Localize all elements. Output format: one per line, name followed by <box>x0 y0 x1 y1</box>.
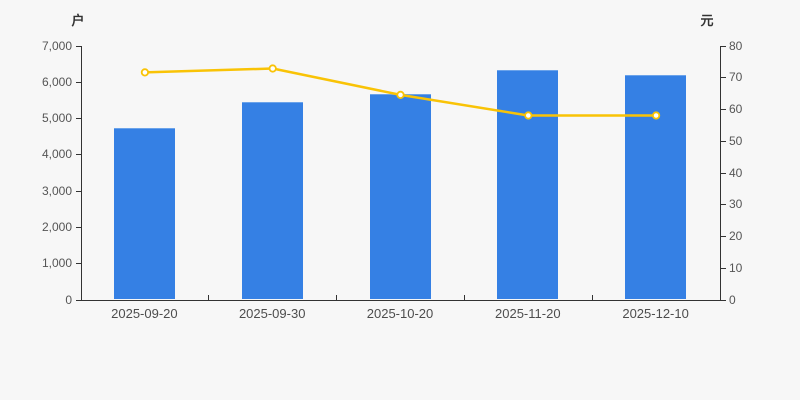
left-axis-tick <box>75 81 81 83</box>
left-axis-tick <box>75 45 81 47</box>
left-axis-tick-label: 1,000 <box>41 256 72 271</box>
right-axis-tick-label: 30 <box>729 197 743 212</box>
right-axis-tick <box>720 299 726 301</box>
right-axis-tick <box>720 204 726 206</box>
bar-2025-09-20[interactable] <box>113 128 175 300</box>
right-axis-tick <box>720 109 726 110</box>
left-axis-name: 户 <box>71 13 85 28</box>
right-axis-tick <box>720 236 726 237</box>
left-axis-tick <box>75 190 81 192</box>
left-axis-tick <box>75 226 81 228</box>
left-axis-tick-label: 4,000 <box>41 147 72 162</box>
right-axis-tick-label: 60 <box>729 102 743 116</box>
left-axis-tick-label: 3,000 <box>41 183 72 198</box>
left-axis-tick <box>75 263 81 265</box>
left-axis-tick <box>75 154 81 156</box>
left-axis-tick <box>75 118 81 120</box>
bar-2025-10-20[interactable] <box>369 94 431 300</box>
right-axis-tick-label: 70 <box>729 70 743 85</box>
x-axis-category-label: 2025-09-20 <box>111 306 178 321</box>
line-point-2025-10-20[interactable] <box>395 90 405 99</box>
right-axis-line <box>719 45 721 300</box>
left-axis-tick-label: 6,000 <box>41 74 72 89</box>
x-axis-line <box>80 299 721 301</box>
x-axis-tick <box>336 294 338 300</box>
left-axis-tick-label: 2,000 <box>41 219 72 234</box>
right-axis-tick-label: 20 <box>729 229 743 243</box>
x-axis-tick <box>208 294 210 300</box>
bar-2025-11-20[interactable] <box>497 69 559 300</box>
line-point-2025-09-30[interactable] <box>268 63 277 73</box>
line-point-2025-09-20[interactable] <box>140 67 149 76</box>
right-axis-tick-label: 10 <box>729 260 743 275</box>
left-axis-tick-label: 0 <box>65 292 72 307</box>
right-axis-tick-label: 40 <box>729 165 743 180</box>
line-series <box>140 63 660 120</box>
right-axis-tick <box>720 172 726 174</box>
right-axis-tick <box>720 140 726 142</box>
line-point-2025-11-20[interactable] <box>523 110 532 120</box>
line-point-2025-12-10[interactable] <box>651 110 660 120</box>
x-axis-category-label: 2025-12-10 <box>622 306 689 321</box>
x-axis-tick <box>591 294 593 300</box>
right-axis-tick <box>720 267 726 269</box>
x-axis-category-label: 2025-11-20 <box>495 306 561 321</box>
right-axis-tick <box>720 77 726 79</box>
x-axis-category-label: 2025-09-30 <box>238 306 306 321</box>
left-axis-line <box>80 45 82 300</box>
x-axis-category-label: 2025-10-20 <box>366 306 434 321</box>
left-axis-tick-label: 7,000 <box>41 38 72 53</box>
x-axis-tick <box>463 294 465 300</box>
right-axis-tick <box>720 45 726 47</box>
right-axis-tick-label: 0 <box>729 292 736 307</box>
left-axis-tick <box>75 299 81 301</box>
left-axis-tick-label: 5,000 <box>41 111 72 126</box>
right-axis-tick-label: 80 <box>729 38 743 53</box>
bar-2025-09-30[interactable] <box>241 101 303 300</box>
right-axis-tick-label: 50 <box>729 133 743 148</box>
right-axis-name: 元 <box>700 13 714 28</box>
